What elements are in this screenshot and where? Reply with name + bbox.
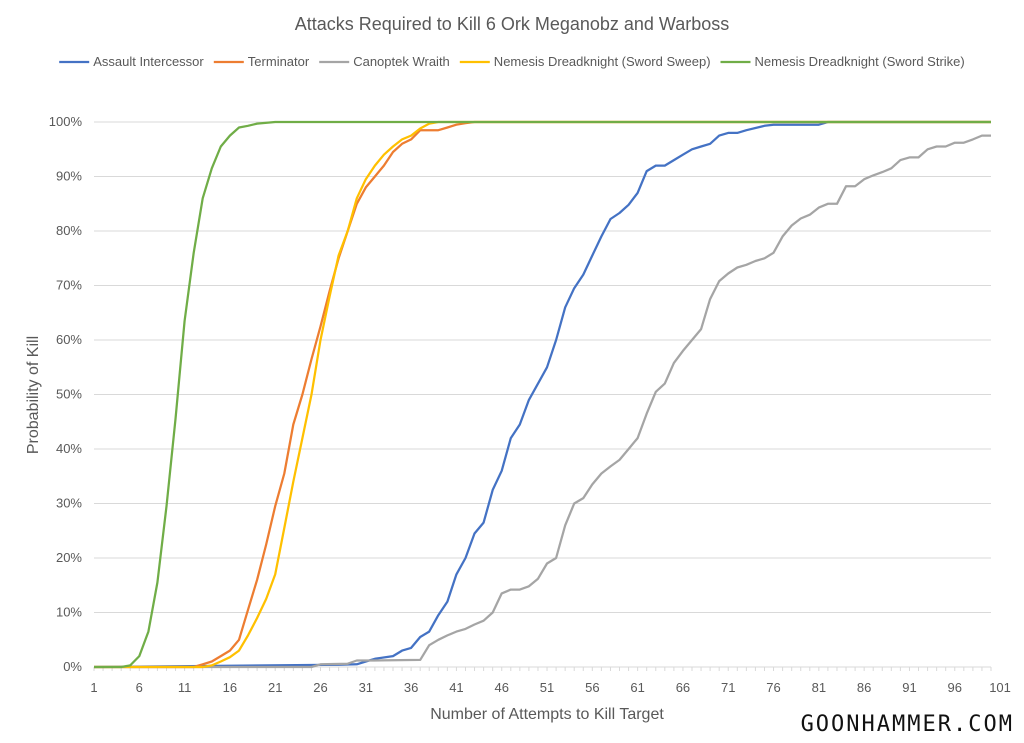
- legend-label: Assault Intercessor: [93, 54, 204, 69]
- y-tick-label: 90%: [56, 169, 82, 184]
- legend-label: Canoptek Wraith: [353, 54, 450, 69]
- y-tick-label: 0%: [63, 659, 82, 674]
- x-tick-label: 11: [178, 680, 192, 695]
- chart-title: Attacks Required to Kill 6 Ork Meganobz …: [295, 14, 730, 34]
- plot-series: [93, 120, 991, 669]
- y-tick-label: 70%: [56, 278, 82, 293]
- legend-label: Nemesis Dreadknight (Sword Strike): [755, 54, 965, 69]
- legend-item: Assault Intercessor: [59, 54, 204, 69]
- x-tick-label: 81: [812, 680, 826, 695]
- y-axis-ticks: 0% 10% 20% 30% 40% 50% 60% 70% 80% 90% 100%: [49, 114, 83, 674]
- y-tick-label: 40%: [56, 441, 82, 456]
- x-tick-label: 46: [494, 680, 508, 695]
- series-line: [94, 120, 991, 669]
- site-watermark: GOONHAMMER.COM: [800, 712, 1014, 737]
- x-tick-label: 91: [902, 680, 916, 695]
- y-tick-label: 10%: [56, 605, 82, 620]
- x-tick-label: 21: [268, 680, 282, 695]
- series-line: [94, 120, 991, 669]
- legend-item: Nemesis Dreadknight (Sword Sweep): [459, 54, 711, 69]
- legend-label: Nemesis Dreadknight (Sword Sweep): [494, 54, 711, 69]
- x-tick-label: 56: [585, 680, 599, 695]
- x-tick-label: 71: [721, 680, 735, 695]
- x-tick-label: 6: [136, 680, 143, 695]
- series-line: [94, 120, 991, 669]
- legend: Assault Intercessor Terminator Canoptek Wr…: [59, 54, 965, 69]
- x-tick-label: 76: [766, 680, 780, 695]
- series-line: [94, 134, 991, 669]
- y-tick-label: 30%: [56, 496, 82, 511]
- x-tick-label: 86: [857, 680, 871, 695]
- x-tick-label: 41: [449, 680, 463, 695]
- x-tick-label: 101: [989, 680, 1011, 695]
- legend-item: Terminator: [213, 54, 310, 69]
- x-axis-title: Number of Attempts to Kill Target: [430, 706, 664, 723]
- x-tick-label: 51: [540, 680, 554, 695]
- legend-item: Canoptek Wraith: [319, 54, 450, 69]
- y-axis-title: Probability of Kill: [25, 336, 42, 454]
- y-tick-label: 50%: [56, 387, 82, 402]
- x-tick-label: 61: [630, 680, 644, 695]
- x-tick-label: 16: [223, 680, 237, 695]
- y-tick-label: 20%: [56, 550, 82, 565]
- legend-item: Nemesis Dreadknight (Sword Strike): [720, 54, 965, 69]
- x-tick-label: 66: [676, 680, 690, 695]
- y-tick-label: 60%: [56, 332, 82, 347]
- y-tick-label: 100%: [49, 114, 83, 129]
- x-tick-label: 36: [404, 680, 418, 695]
- x-axis-ticks: 1 6 11 16 21 26 31 36 41 46 51 56 61 66 71 76 81 86 91 96 10…: [90, 667, 1011, 695]
- gridlines: [94, 121, 991, 668]
- legend-label: Terminator: [248, 54, 310, 69]
- x-tick-label: 26: [313, 680, 327, 695]
- series-line: [93, 120, 991, 669]
- y-tick-label: 80%: [56, 223, 82, 238]
- x-tick-label: 31: [359, 680, 373, 695]
- x-tick-label: 96: [948, 680, 962, 695]
- x-tick-label: 1: [90, 680, 97, 695]
